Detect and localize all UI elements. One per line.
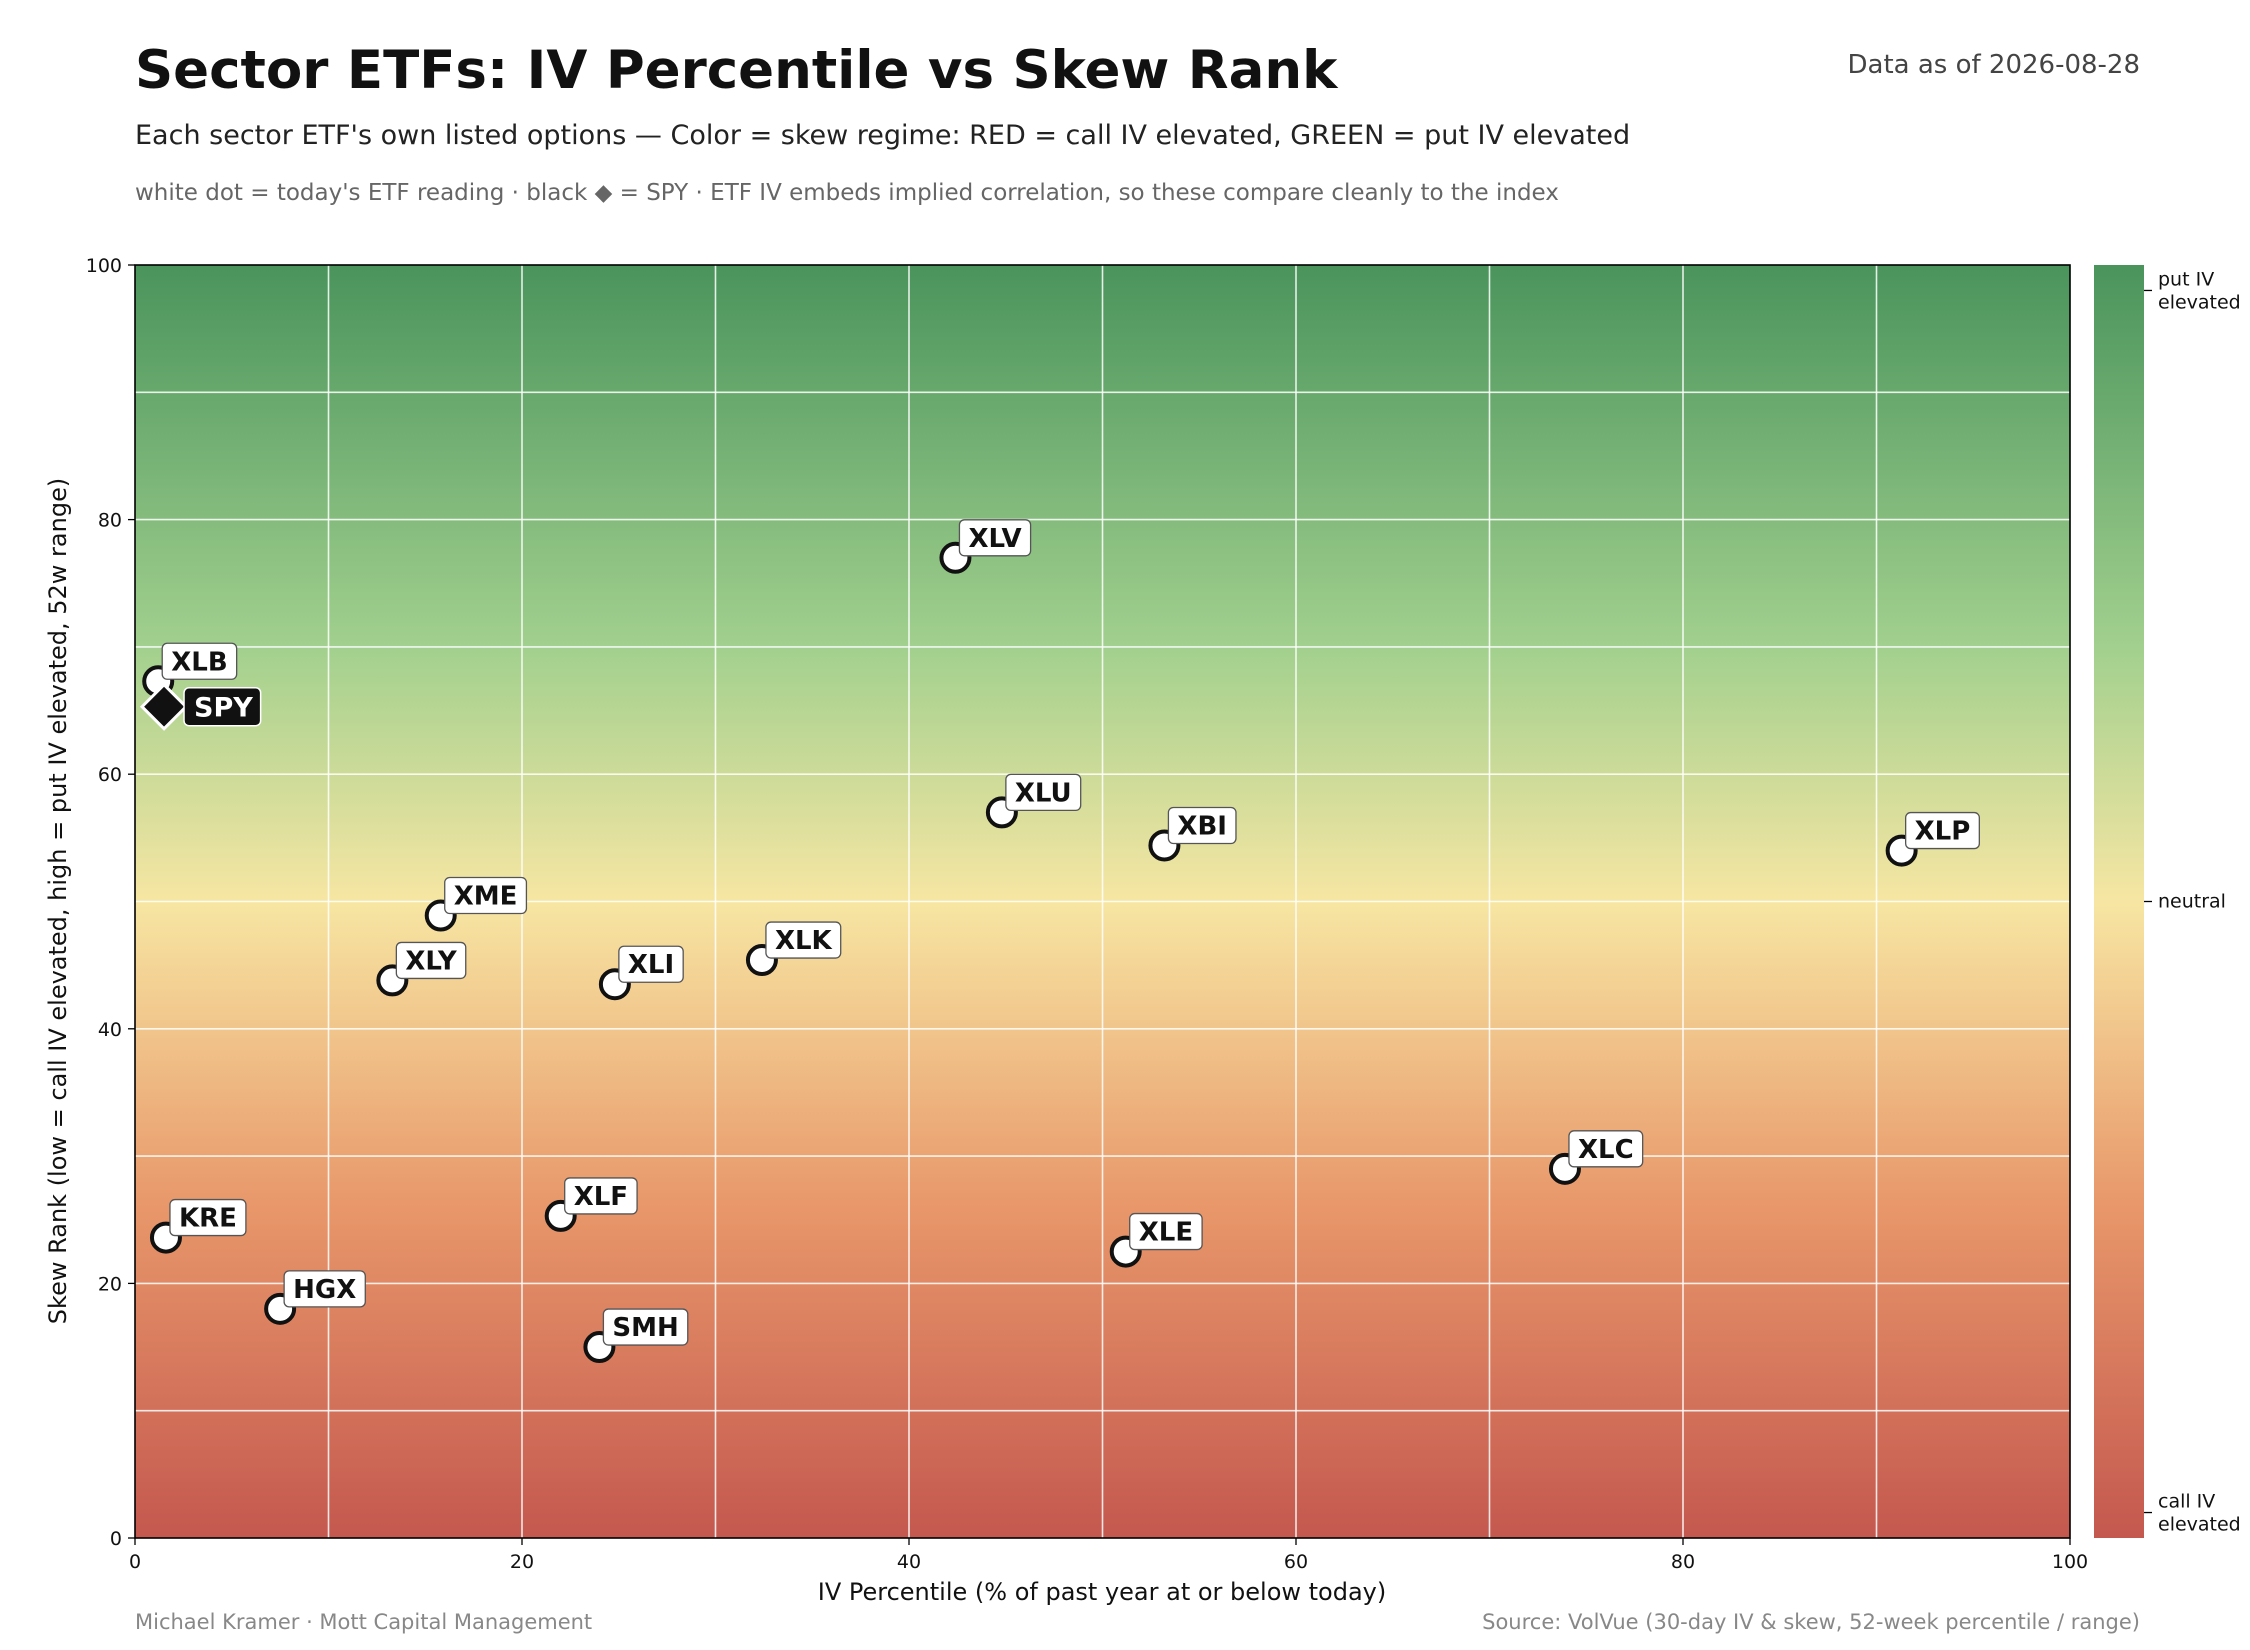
point-label-box	[395, 941, 467, 980]
y-tick-label: 0	[110, 1528, 122, 1550]
spy-label: SPY	[194, 693, 253, 724]
point-label-box	[618, 945, 684, 983]
point-label-box	[958, 519, 1032, 557]
point-label-box	[1129, 1212, 1203, 1251]
point-xlp: XLP	[1885, 811, 1980, 867]
point-xlf: XLF	[544, 1177, 638, 1232]
point-label-box	[1167, 806, 1237, 845]
point-label: XLC	[1578, 1135, 1634, 1165]
y-tick-label: 40	[98, 1019, 122, 1041]
axis-ticks: 0 20 40 60 80 100 0 20 40 60 80 100	[86, 255, 2088, 1573]
chart-subtitle: Each sector ETF's own listed options — C…	[135, 120, 1631, 151]
point-label: XLU	[1015, 778, 1072, 808]
point-xbi: XBI	[1148, 806, 1237, 862]
point-label: XME	[454, 882, 518, 912]
data-points: XLV XLB XLU XBI XLP XME XLK XLY XLI XLC XLF KRE XLE H…	[139, 519, 1980, 1364]
chart-note: white dot = today's ETF reading · black …	[135, 180, 1559, 206]
x-tick-label: 60	[1284, 1551, 1308, 1573]
colorbar-label: elevated	[2158, 1514, 2241, 1536]
point-label: SMH	[612, 1313, 678, 1343]
point-xme: XME	[424, 876, 528, 932]
chart-title: Sector ETFs: IV Percentile vs Skew Rank	[135, 40, 1338, 101]
point-label-box	[1005, 773, 1082, 812]
x-tick-label: 0	[129, 1551, 141, 1573]
x-tick-label: 80	[1671, 1551, 1695, 1573]
point-label-box	[444, 876, 528, 915]
x-axis-label: IV Percentile (% of past year at or belo…	[818, 1578, 1387, 1606]
point-label: KRE	[179, 1204, 237, 1234]
point-xle: XLE	[1109, 1212, 1203, 1268]
point-hgx: HGX	[264, 1270, 366, 1325]
point-label-box	[765, 921, 842, 959]
point-xlb: XLB	[142, 642, 238, 698]
footer-author: Michael Kramer · Mott Capital Management	[135, 1610, 593, 1634]
point-label: XLP	[1915, 817, 1971, 847]
y-axis-label: Skew Rank (low = call IV elevated, high …	[44, 478, 72, 1324]
point-label: XBI	[1177, 811, 1227, 841]
point-label-box	[169, 1198, 247, 1237]
spy-label-box	[183, 686, 262, 727]
point-label: XLE	[1139, 1218, 1193, 1248]
point-xlc: XLC	[1548, 1130, 1644, 1185]
colorbar-label: neutral	[2158, 891, 2226, 913]
point-label: XLK	[775, 926, 833, 956]
y-tick-label: 20	[98, 1273, 122, 1295]
point-label: XLB	[171, 647, 227, 677]
point-label-box	[564, 1177, 638, 1215]
spy-diamond-marker	[139, 682, 189, 731]
point-xlu: XLU	[985, 773, 1082, 829]
x-tick-label: 20	[510, 1551, 534, 1573]
y-tick-label: 100	[86, 255, 122, 277]
x-tick-label: 40	[897, 1551, 921, 1573]
point-label-box	[1905, 811, 1980, 850]
y-tick-label: 80	[98, 510, 122, 532]
point-label: HGX	[293, 1275, 356, 1305]
point-label-box	[161, 642, 238, 680]
as-of-date: Data as of 2026-08-28	[1847, 50, 2140, 80]
point-smh: SMH	[583, 1308, 689, 1364]
point-label: XLY	[405, 946, 458, 976]
footer-source: Source: VolVue (30-day IV & skew, 52-wee…	[1482, 1610, 2140, 1634]
colorbar-gradient	[2094, 265, 2144, 1538]
point-xlk: XLK	[745, 921, 842, 977]
colorbar-label: call IV	[2158, 1491, 2215, 1513]
colorbar-label: put IV	[2158, 268, 2214, 290]
y-tick-label: 60	[98, 764, 122, 786]
point-kre: KRE	[149, 1198, 247, 1254]
grid	[135, 265, 2070, 1538]
point-spy: SPY	[139, 682, 262, 731]
x-tick-label: 100	[2052, 1551, 2088, 1573]
point-label: XLV	[968, 524, 1021, 554]
point-label: XLI	[628, 950, 674, 980]
point-xli: XLI	[598, 945, 684, 1001]
point-xlv: XLV	[939, 519, 1032, 574]
colorbar-label: elevated	[2158, 291, 2241, 313]
point-label-box	[602, 1308, 689, 1346]
plot-frame	[134, 264, 2071, 1539]
point-label-box	[283, 1270, 366, 1308]
point-label-box	[1568, 1130, 1644, 1168]
point-label: XLF	[574, 1182, 628, 1212]
point-xly: XLY	[376, 941, 467, 997]
